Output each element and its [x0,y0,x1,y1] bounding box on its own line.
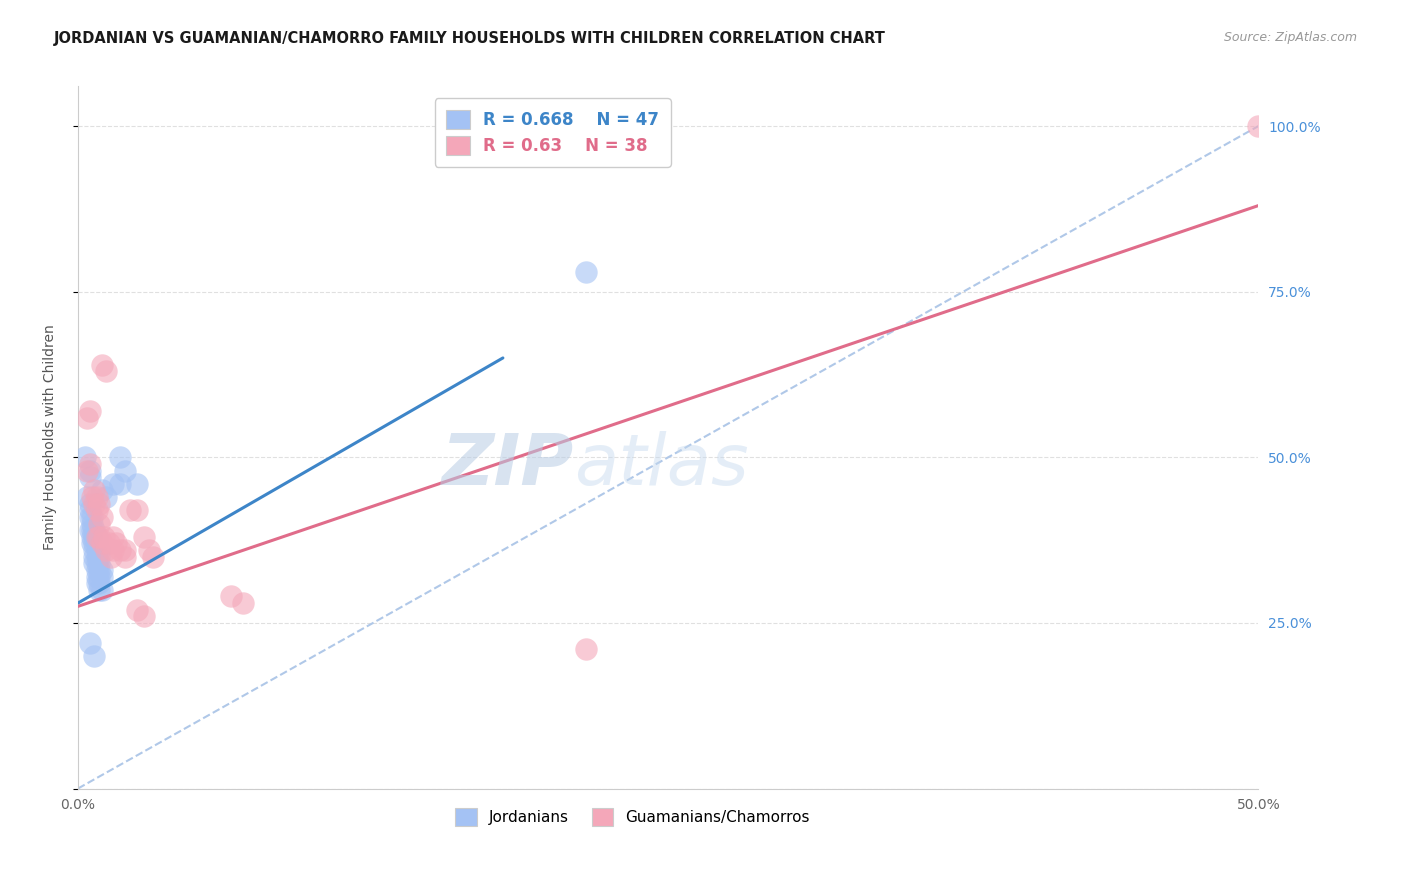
Point [110,450,132,465]
Point [83,543,105,558]
Text: Source: ZipAtlas.com: Source: ZipAtlas.com [1223,31,1357,45]
Point [104,536,127,550]
Point [86,563,108,577]
Point [114,549,136,564]
Text: JORDANIAN VS GUAMANIAN/CHAMORRO FAMILY HOUSEHOLDS WITH CHILDREN CORRELATION CHAR: JORDANIAN VS GUAMANIAN/CHAMORRO FAMILY H… [53,31,886,46]
Point [86,536,108,550]
Point [79,503,101,517]
Point [83,536,105,550]
Point [79,510,101,524]
Point [82,523,104,537]
Point [86,490,108,504]
Point [90,569,112,583]
Text: atlas: atlas [574,431,748,500]
Point [83,557,105,571]
Point [86,557,108,571]
Point [89,530,111,544]
Point [83,497,105,511]
Point [90,510,112,524]
Point [79,464,101,478]
Point [90,536,112,550]
Point [118,503,141,517]
Point [125,602,148,616]
Point [232,596,254,610]
Point [96,543,118,558]
Point [86,576,108,591]
Text: ZIP: ZIP [441,431,574,500]
Point [86,543,108,558]
Point [100,549,122,564]
Point [132,609,155,624]
Point [93,530,115,544]
Point [114,464,136,478]
Point [73,450,96,465]
Point [110,476,132,491]
Point [82,536,104,550]
Point [79,404,101,418]
Point [89,557,111,571]
Point [125,503,148,517]
Point [82,490,104,504]
Point [90,358,112,372]
Point [79,497,101,511]
Point [574,265,596,279]
Point [89,576,111,591]
Point [89,563,111,577]
Point [138,543,160,558]
Y-axis label: Family Households with Children: Family Households with Children [44,325,58,550]
Point [142,549,165,564]
Point [90,582,112,597]
Point [79,636,101,650]
Legend: Jordanians, Guamanians/Chamorros: Jordanians, Guamanians/Chamorros [447,801,818,833]
Point [221,590,243,604]
Point [89,549,111,564]
Point [125,476,148,491]
Point [89,543,111,558]
Point [103,476,125,491]
Point [79,470,101,484]
Point [83,648,105,663]
Point [82,516,104,531]
Point [83,549,105,564]
Point [114,543,136,558]
Point [83,530,105,544]
Point [82,530,104,544]
Point [96,364,118,378]
Point [132,530,155,544]
Point [103,530,125,544]
Point [86,503,108,517]
Point [76,490,98,504]
Point [86,530,108,544]
Point [89,516,111,531]
Point [82,510,104,524]
Point [83,483,105,498]
Point [86,549,108,564]
Point [79,457,101,471]
Point [110,543,132,558]
Point [86,569,108,583]
Point [89,497,111,511]
Point [1247,119,1270,133]
Point [76,464,98,478]
Point [97,536,120,550]
Point [79,523,101,537]
Point [90,483,112,498]
Point [89,569,111,583]
Point [86,530,108,544]
Point [103,543,125,558]
Point [574,642,596,657]
Point [96,490,118,504]
Point [83,523,105,537]
Point [89,582,111,597]
Point [76,410,98,425]
Point [90,563,112,577]
